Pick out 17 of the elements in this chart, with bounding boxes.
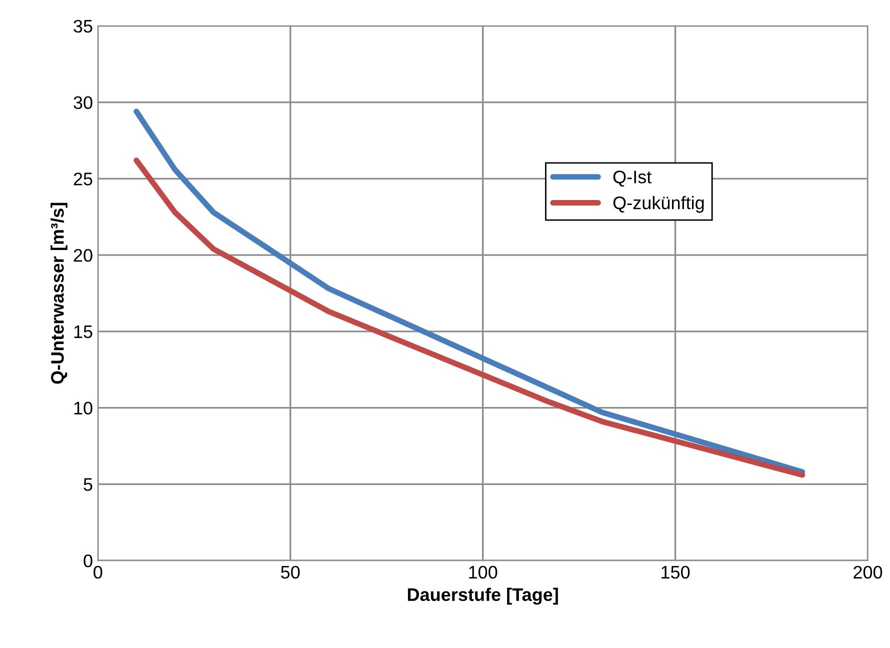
x-tick-label: 50 [281,566,300,579]
x-axis-title: Dauerstufe [Tage] [408,588,558,605]
x-tick-label: 150 [662,566,690,579]
y-tick-label: 5 [84,478,92,491]
y-tick-label: 0 [84,554,92,568]
y-tick-label: 25 [74,172,92,186]
x-tick-label: 200 [854,566,882,579]
y-tick-label: 35 [74,20,92,33]
legend-label: Q-zukünftig [613,196,704,213]
y-axis-title: Q-Unterwasser [m³/s] [50,202,68,384]
y-tick-label: 30 [74,96,92,110]
x-tick-label: 0 [94,566,102,579]
y-tick-label: 10 [74,402,92,414]
y-tick-label: 20 [74,248,92,262]
legend-label: Q-Ist [613,170,652,187]
x-tick-label: 100 [469,566,498,579]
y-tick-label: 15 [74,326,92,338]
